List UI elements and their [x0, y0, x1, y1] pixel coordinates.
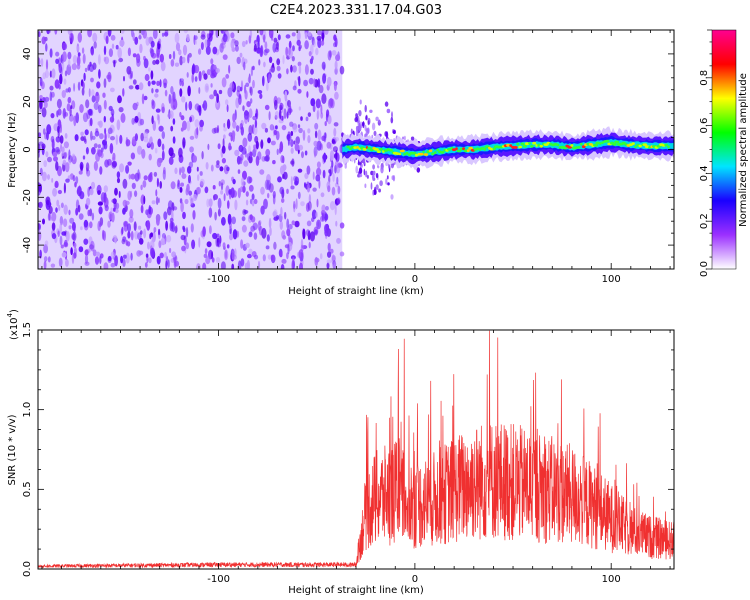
chart-title: C2E4.2023.331.17.04.G03 [270, 3, 442, 18]
svg-text:(x104): (x104) [6, 309, 20, 340]
snr-ticks: -100 0 100 0.0 0.5 1.0 1.5 [22, 322, 674, 585]
snr-multiplier: (x104) [6, 309, 20, 340]
snr-x-tick-label: 0 [412, 574, 418, 585]
spectrogram-y-tick-label: -40 [22, 237, 33, 253]
spectrogram-y-tick-label: 20 [22, 95, 33, 108]
snr-frame [37, 329, 675, 570]
colorbar-tick-label: 0.2 [699, 213, 710, 229]
colorbar-gradient [712, 30, 736, 269]
spectrogram-x-tick-label: 0 [412, 274, 418, 285]
snr-plot-area [38, 330, 674, 569]
snr-ylabel: SNR (10 * v/v) [7, 414, 18, 485]
colorbar-label: Normalized spectral amplitude [738, 73, 749, 227]
spectrogram-y-tick-label: 40 [22, 48, 33, 61]
snr-x-tick-label: 100 [602, 574, 621, 585]
spectrogram-x-tick-label: -100 [207, 274, 230, 285]
snr-y-tick-label: 1.5 [22, 322, 33, 338]
spectrogram-panel: -100 0 100 -40 -20 0 20 40 Height of straight l… [7, 29, 675, 297]
colorbar-tick-label: 0.6 [699, 118, 710, 134]
colorbar: 0.0 0.2 0.4 0.6 0.8 Normalized spectral ampl… [699, 29, 749, 277]
snr-x-tick-label: -100 [207, 574, 230, 585]
noise-speckle [38, 30, 345, 269]
snr-panel: -100 0 100 0.0 0.5 1.0 1.5 Height of straight … [6, 309, 675, 596]
signal-peaks [346, 139, 670, 157]
snr-xlabel: Height of straight line (km) [288, 585, 424, 596]
spectrogram-y-tick-label: -20 [22, 189, 33, 205]
spectrogram-x-tick-label: 100 [602, 274, 621, 285]
spectrogram-ylabel: Frequency (Hz) [7, 112, 18, 188]
snr-multiplier-base: (x10 [9, 317, 20, 340]
colorbar-tick-label: 0.0 [699, 261, 710, 277]
colorbar-tick-label: 0.4 [699, 165, 710, 181]
spectrogram-xlabel: Height of straight line (km) [288, 286, 424, 297]
spectrogram-ticks: -100 0 100 -40 -20 0 20 40 [22, 29, 674, 285]
snr-series-line [38, 330, 674, 569]
signal-band [341, 99, 674, 200]
snr-multiplier-exp: 4 [6, 312, 14, 317]
spectrogram-y-tick-label: 0 [22, 146, 33, 152]
colorbar-tick-label: 0.8 [699, 70, 710, 86]
snr-y-tick-label: 0.0 [22, 561, 33, 577]
spectrogram-plot-area [38, 30, 674, 269]
colorbar-ticks: 0.0 0.2 0.4 0.6 0.8 [699, 29, 712, 277]
snr-y-tick-label: 1.0 [22, 402, 33, 418]
snr-y-tick-label: 0.5 [22, 481, 33, 497]
